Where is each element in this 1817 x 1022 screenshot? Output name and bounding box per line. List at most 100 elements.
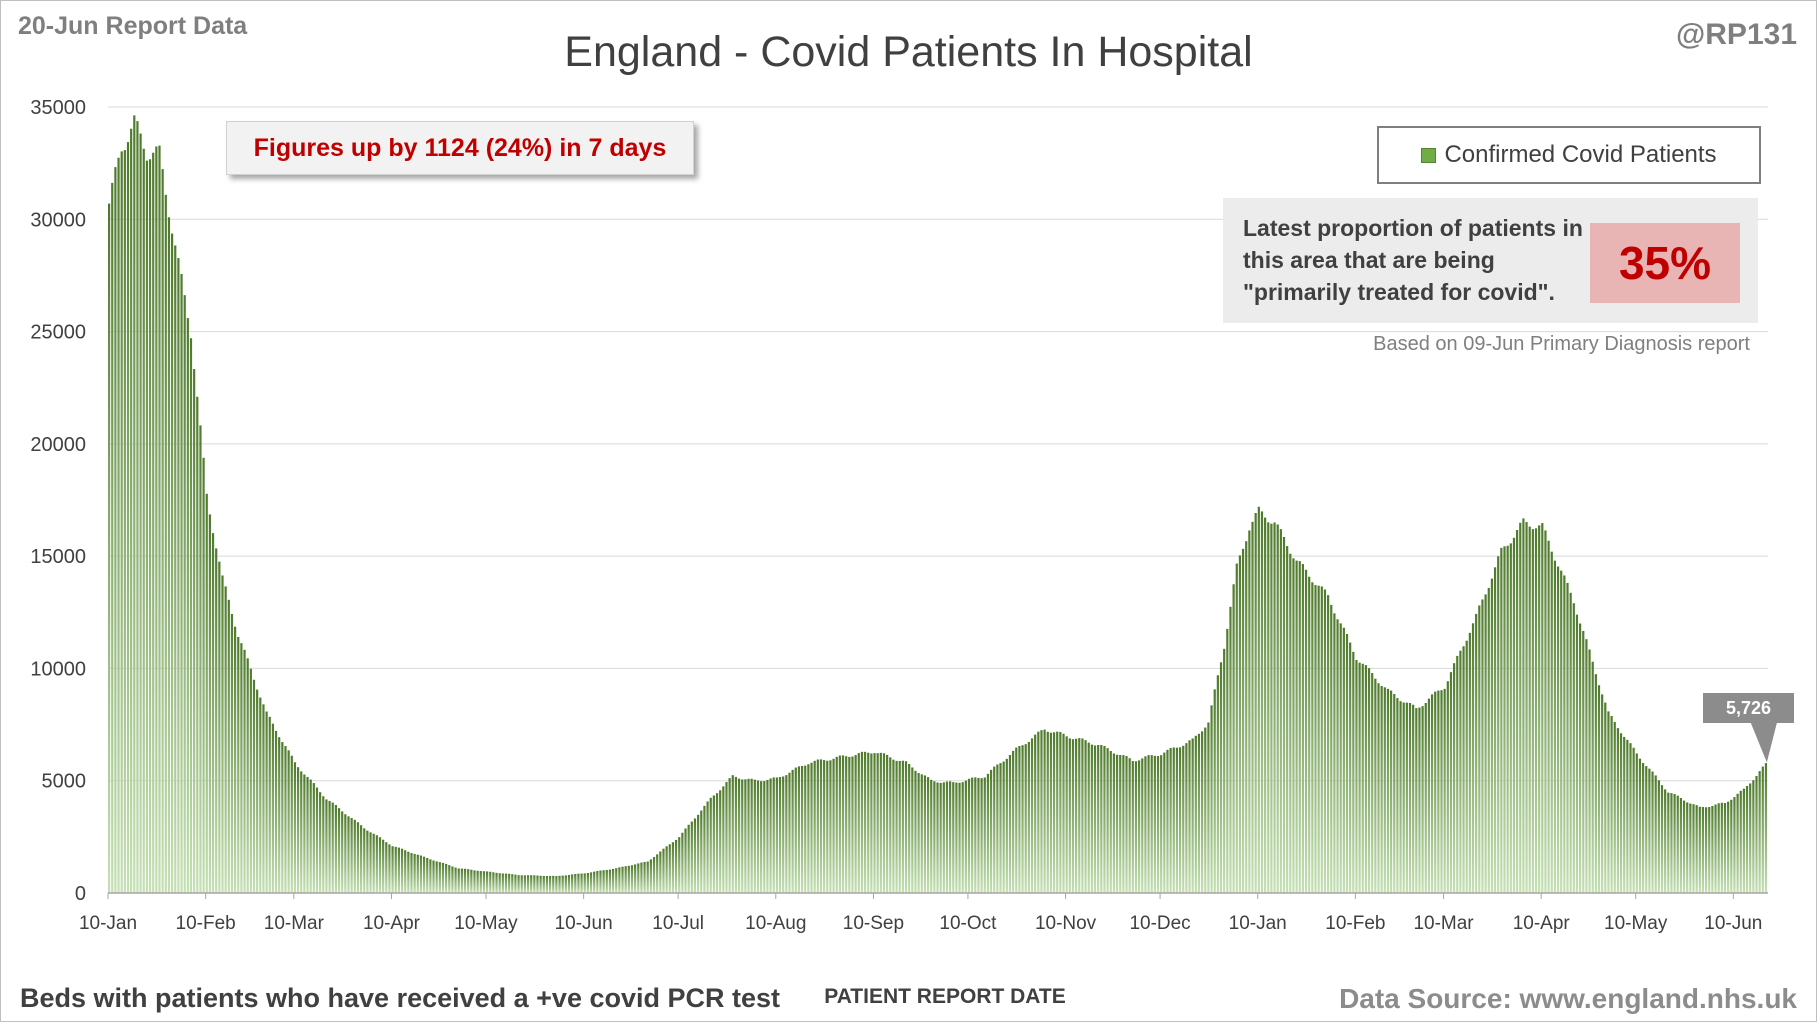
bar bbox=[1651, 771, 1654, 893]
bar bbox=[1623, 736, 1626, 893]
bar bbox=[1018, 745, 1021, 893]
bar bbox=[895, 760, 898, 893]
bar bbox=[479, 871, 482, 893]
bar bbox=[274, 730, 278, 893]
bar bbox=[385, 842, 388, 893]
bar bbox=[240, 643, 243, 893]
bar bbox=[1701, 806, 1705, 893]
proportion-value: 35% bbox=[1590, 223, 1740, 303]
bar bbox=[246, 658, 249, 893]
bar bbox=[1342, 627, 1345, 893]
bar bbox=[1024, 744, 1027, 893]
bar bbox=[945, 781, 949, 893]
bar bbox=[618, 867, 621, 893]
bar bbox=[243, 649, 246, 893]
bar bbox=[1512, 537, 1516, 893]
bar bbox=[1566, 582, 1569, 893]
bar bbox=[183, 295, 186, 893]
bar bbox=[1330, 604, 1333, 893]
bar bbox=[457, 868, 460, 893]
bar bbox=[611, 868, 615, 893]
bar bbox=[517, 875, 520, 893]
bar bbox=[1484, 594, 1487, 893]
bar bbox=[627, 865, 630, 893]
bar bbox=[971, 777, 974, 893]
bar bbox=[256, 689, 259, 893]
bar bbox=[678, 837, 681, 893]
bar bbox=[1481, 599, 1484, 893]
bar bbox=[1462, 646, 1465, 893]
bar bbox=[977, 777, 980, 893]
bar bbox=[1223, 648, 1226, 893]
bar bbox=[1103, 745, 1106, 893]
bar bbox=[863, 751, 867, 893]
bar bbox=[1327, 595, 1330, 893]
bar bbox=[1686, 802, 1689, 893]
bar bbox=[186, 318, 189, 893]
bar bbox=[580, 873, 583, 893]
bar bbox=[942, 782, 945, 893]
bar bbox=[1169, 748, 1172, 893]
bar bbox=[1219, 662, 1223, 893]
bar bbox=[574, 874, 577, 893]
bar bbox=[221, 575, 224, 893]
bar bbox=[1034, 734, 1037, 893]
bar bbox=[697, 814, 700, 893]
bar bbox=[744, 779, 747, 893]
bar bbox=[501, 873, 504, 893]
bar bbox=[300, 771, 303, 893]
bar bbox=[1528, 526, 1531, 893]
bar bbox=[1660, 785, 1664, 893]
bar bbox=[265, 711, 268, 893]
bar bbox=[867, 752, 870, 893]
bar bbox=[640, 862, 643, 893]
bar bbox=[1626, 739, 1629, 893]
bar bbox=[813, 760, 816, 893]
bar bbox=[1764, 763, 1768, 893]
bar bbox=[1604, 702, 1607, 893]
bar bbox=[359, 825, 363, 893]
bar bbox=[1519, 522, 1522, 893]
bar bbox=[1210, 705, 1213, 893]
bar bbox=[1144, 756, 1147, 893]
bar bbox=[763, 781, 766, 893]
bar bbox=[1106, 748, 1109, 893]
bar bbox=[1336, 619, 1339, 893]
legend-swatch bbox=[1421, 147, 1437, 163]
bar bbox=[1216, 675, 1219, 893]
bar bbox=[687, 824, 690, 893]
bar bbox=[296, 767, 300, 893]
bar bbox=[775, 777, 778, 893]
bar bbox=[1339, 623, 1342, 893]
bar bbox=[1251, 521, 1254, 893]
bar bbox=[1579, 623, 1582, 893]
bar bbox=[227, 599, 230, 893]
bar bbox=[1166, 749, 1169, 893]
bar bbox=[1289, 553, 1292, 893]
bar bbox=[1349, 642, 1352, 893]
bar bbox=[1361, 663, 1364, 893]
bar bbox=[734, 776, 738, 893]
bar bbox=[530, 875, 533, 893]
bar bbox=[728, 778, 731, 893]
bar bbox=[898, 760, 901, 893]
bar bbox=[1059, 731, 1062, 893]
bar bbox=[1497, 556, 1500, 893]
bar bbox=[750, 778, 753, 893]
bar bbox=[999, 763, 1002, 893]
bar bbox=[1459, 650, 1462, 893]
bar bbox=[1125, 756, 1128, 893]
bar bbox=[1276, 524, 1279, 893]
bar bbox=[1585, 639, 1588, 893]
bar bbox=[533, 875, 536, 893]
bar bbox=[1153, 755, 1156, 893]
bar bbox=[448, 865, 451, 893]
bar bbox=[1374, 678, 1377, 893]
bar bbox=[933, 781, 936, 893]
bar bbox=[1503, 546, 1506, 893]
bar bbox=[926, 777, 930, 893]
bar bbox=[394, 846, 397, 893]
bar bbox=[1714, 804, 1717, 893]
bar bbox=[211, 533, 215, 893]
x-tick-label: 10-Apr bbox=[363, 913, 421, 934]
